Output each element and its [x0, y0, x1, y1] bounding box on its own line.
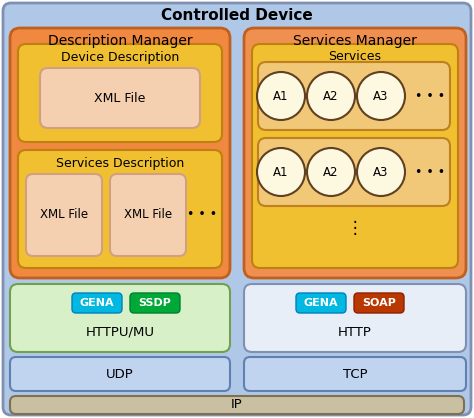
- FancyBboxPatch shape: [40, 68, 200, 128]
- Text: IP: IP: [231, 398, 243, 411]
- FancyBboxPatch shape: [130, 293, 180, 313]
- Text: • • •: • • •: [187, 209, 217, 222]
- FancyBboxPatch shape: [72, 293, 122, 313]
- Text: GENA: GENA: [80, 298, 114, 308]
- Text: TCP: TCP: [343, 367, 367, 380]
- Text: SSDP: SSDP: [138, 298, 172, 308]
- FancyBboxPatch shape: [10, 357, 230, 391]
- Circle shape: [357, 72, 405, 120]
- Text: Services: Services: [328, 51, 382, 64]
- Text: XML File: XML File: [40, 209, 88, 222]
- FancyBboxPatch shape: [26, 174, 102, 256]
- FancyBboxPatch shape: [258, 62, 450, 130]
- FancyBboxPatch shape: [244, 357, 466, 391]
- Circle shape: [307, 72, 355, 120]
- FancyBboxPatch shape: [296, 293, 346, 313]
- FancyBboxPatch shape: [252, 44, 458, 268]
- FancyBboxPatch shape: [10, 28, 230, 278]
- Text: A3: A3: [374, 89, 389, 102]
- Text: XML File: XML File: [124, 209, 172, 222]
- FancyBboxPatch shape: [244, 284, 466, 352]
- Text: Services Description: Services Description: [56, 156, 184, 170]
- FancyBboxPatch shape: [18, 150, 222, 268]
- Text: ⋮: ⋮: [346, 219, 363, 237]
- Text: A1: A1: [273, 166, 289, 178]
- FancyBboxPatch shape: [354, 293, 404, 313]
- Text: Services Manager: Services Manager: [293, 34, 417, 48]
- Text: HTTPU/MU: HTTPU/MU: [85, 326, 155, 339]
- Text: SOAP: SOAP: [362, 298, 396, 308]
- Text: A1: A1: [273, 89, 289, 102]
- Text: A2: A2: [323, 166, 339, 178]
- Circle shape: [357, 148, 405, 196]
- FancyBboxPatch shape: [3, 3, 471, 415]
- FancyBboxPatch shape: [10, 396, 464, 414]
- Circle shape: [257, 72, 305, 120]
- Text: A3: A3: [374, 166, 389, 178]
- Text: • • •: • • •: [415, 166, 445, 178]
- Text: • • •: • • •: [415, 89, 445, 102]
- Text: HTTP: HTTP: [338, 326, 372, 339]
- Text: Device Description: Device Description: [61, 51, 179, 64]
- FancyBboxPatch shape: [18, 44, 222, 142]
- Circle shape: [307, 148, 355, 196]
- Text: UDP: UDP: [106, 367, 134, 380]
- FancyBboxPatch shape: [258, 138, 450, 206]
- FancyBboxPatch shape: [10, 284, 230, 352]
- Text: XML File: XML File: [94, 92, 146, 104]
- Text: Description Manager: Description Manager: [48, 34, 192, 48]
- FancyBboxPatch shape: [244, 28, 466, 278]
- Text: A2: A2: [323, 89, 339, 102]
- Text: GENA: GENA: [304, 298, 338, 308]
- Circle shape: [257, 148, 305, 196]
- FancyBboxPatch shape: [110, 174, 186, 256]
- Text: Controlled Device: Controlled Device: [161, 8, 313, 23]
